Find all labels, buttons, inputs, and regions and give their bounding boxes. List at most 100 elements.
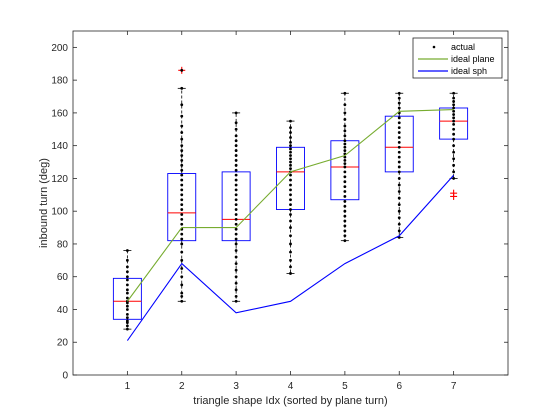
actual-point <box>180 178 184 182</box>
actual-point <box>289 150 292 154</box>
actual-point <box>125 291 129 295</box>
actual-point <box>452 150 456 154</box>
legend: actual ideal plane ideal sph <box>412 37 503 79</box>
x-tick-label: 6 <box>396 381 402 392</box>
actual-point <box>234 249 238 252</box>
actual-point <box>397 126 401 130</box>
actual-point <box>452 122 456 126</box>
actual-point <box>289 272 292 275</box>
actual-point <box>343 91 347 95</box>
actual-point <box>180 114 184 118</box>
actual-point <box>234 168 238 172</box>
y-tick-label: 80 <box>57 239 69 250</box>
y-tick-label: 200 <box>51 43 68 54</box>
actual-point <box>180 294 184 298</box>
x-tick-label: 5 <box>342 381 348 392</box>
actual-point <box>452 109 456 113</box>
actual-point <box>289 219 292 223</box>
actual-point <box>343 185 347 189</box>
legend-label-ideal-sph: ideal sph <box>451 66 487 76</box>
actual-point <box>397 140 401 144</box>
actual-point <box>397 216 401 220</box>
actual-point <box>397 121 401 125</box>
actual-point <box>125 283 129 287</box>
ideal-plane-line <box>126 109 454 302</box>
actual-point <box>125 312 129 316</box>
actual-point <box>343 239 347 243</box>
actual-point <box>343 134 347 138</box>
actual-point <box>180 124 184 128</box>
actual-point <box>234 208 238 211</box>
actual-point <box>452 163 456 167</box>
actual-point <box>289 167 292 171</box>
x-tick-label: 2 <box>179 381 185 392</box>
actual-point <box>180 149 184 152</box>
actual-point <box>452 96 456 100</box>
actual-point <box>343 175 347 179</box>
axis-ticks-layer: 1 2 3 4 5 6 7 0 20 40 60 80 100 120 140 160 180 200 <box>51 31 508 392</box>
actual-point <box>125 258 129 262</box>
actual-point <box>343 165 347 169</box>
y-tick-label: 120 <box>51 174 68 185</box>
actual-point <box>343 145 347 149</box>
actual-point <box>234 294 238 298</box>
actual-point <box>180 275 184 279</box>
actual-point <box>343 214 347 218</box>
actual-point <box>180 291 184 295</box>
actual-point <box>452 170 456 174</box>
actual-point <box>289 234 292 238</box>
actual-point <box>180 242 184 246</box>
actual-point <box>397 170 401 174</box>
x-tick-label: 3 <box>233 381 239 392</box>
actual-point <box>125 316 129 320</box>
actual-point <box>452 177 456 180</box>
actual-point <box>125 278 129 282</box>
actual-point <box>125 296 129 300</box>
actual-point <box>343 170 347 174</box>
actual-point <box>343 155 347 159</box>
actual-point <box>289 183 292 187</box>
actual-point <box>397 150 401 154</box>
actual-point <box>180 217 184 221</box>
actual-point <box>289 163 292 167</box>
actual-point <box>343 219 347 223</box>
actual-point <box>180 163 184 167</box>
actual-point <box>343 124 347 128</box>
actual-point <box>452 100 456 103</box>
legend-marker-actual <box>432 45 436 49</box>
actual-point <box>234 237 238 241</box>
actual-point <box>234 193 238 197</box>
actual-point <box>397 196 401 200</box>
actual-point <box>234 183 238 187</box>
actual-point <box>289 178 292 182</box>
actual-point <box>397 229 401 233</box>
actual-point <box>289 144 292 148</box>
actual-point <box>343 159 347 162</box>
plot-area <box>72 30 509 376</box>
y-tick-label: 40 <box>57 305 69 316</box>
actual-point <box>343 229 347 233</box>
actual-point <box>234 163 238 167</box>
actual-point <box>452 119 456 123</box>
actual-point <box>289 213 292 216</box>
actual-point <box>234 255 238 259</box>
actual-point <box>234 222 238 226</box>
actual-point <box>289 147 292 151</box>
actual-point <box>289 126 292 130</box>
actual-point <box>180 193 184 197</box>
actual-point <box>234 111 238 115</box>
x-tick-label: 1 <box>125 381 131 392</box>
actual-point <box>180 208 184 211</box>
actual-point <box>289 131 292 134</box>
actual-point <box>234 127 238 131</box>
actual-point <box>234 178 238 182</box>
actual-point <box>343 103 347 107</box>
actual-point <box>180 258 184 262</box>
actual-point <box>234 242 238 246</box>
actual-point <box>234 217 238 221</box>
actual-point <box>125 275 129 279</box>
actual-point <box>125 319 129 323</box>
actual-point <box>234 227 238 231</box>
actual-point <box>343 204 347 208</box>
actual-point <box>289 136 292 139</box>
